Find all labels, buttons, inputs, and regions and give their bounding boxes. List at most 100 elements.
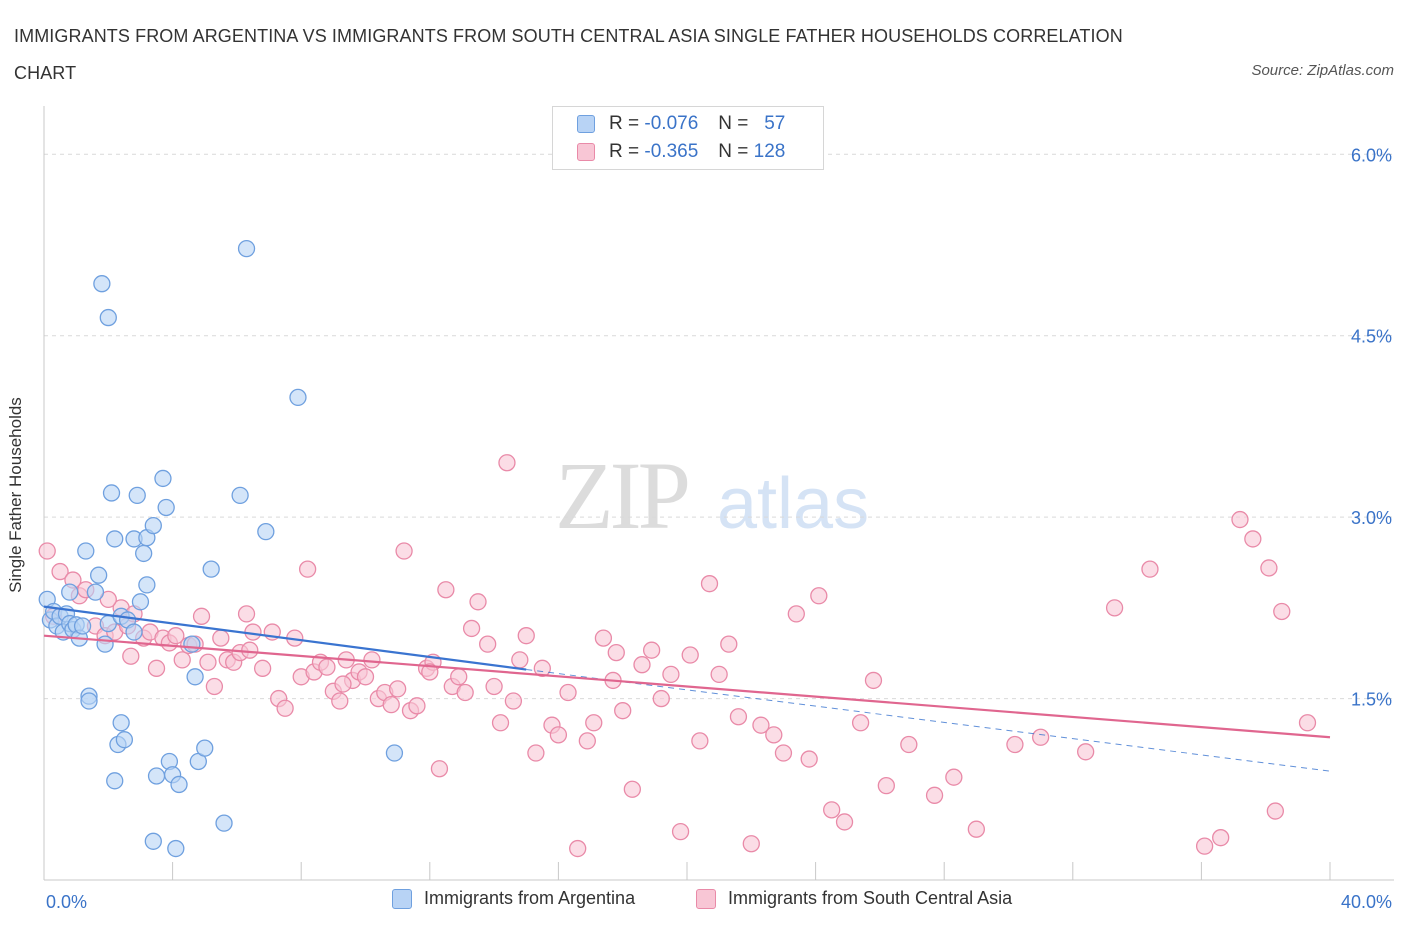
point-south-central-asia: [614, 702, 632, 720]
argentina-swatch: [577, 115, 595, 133]
point-south-central-asia: [752, 716, 770, 734]
point-argentina: [86, 583, 105, 601]
point-south-central-asia: [276, 699, 294, 717]
point-south-central-asia: [810, 587, 828, 605]
point-south-central-asia: [334, 675, 352, 693]
point-south-central-asia: [1298, 714, 1317, 732]
point-south-central-asia: [945, 768, 963, 786]
stats-row-south-central-asia: R = -0.365 N = 128: [577, 139, 785, 165]
point-south-central-asia: [485, 677, 503, 696]
point-south-central-asia: [1212, 829, 1230, 847]
point-south-central-asia: [578, 732, 596, 750]
legend-label-argentina: Immigrants from Argentina: [424, 888, 636, 908]
point-south-central-asia: [700, 575, 719, 593]
point-south-central-asia: [877, 777, 895, 795]
point-argentina: [135, 544, 153, 563]
point-south-central-asia: [517, 627, 535, 645]
point-argentina: [231, 486, 249, 505]
legend-item-south-central-asia: Immigrants from South Central Asia: [696, 888, 1012, 909]
n-label: N =: [718, 141, 749, 162]
point-argentina: [167, 839, 185, 858]
x-tick-labels: 0.0% 40.0%: [46, 892, 1392, 912]
point-south-central-asia: [774, 744, 793, 762]
point-argentina: [106, 772, 124, 790]
point-argentina: [157, 498, 175, 517]
point-south-central-asia: [167, 627, 185, 645]
point-argentina: [186, 668, 204, 686]
point-south-central-asia: [925, 786, 944, 804]
point-argentina: [96, 635, 114, 653]
point-south-central-asia: [691, 732, 709, 750]
point-south-central-asia: [787, 605, 805, 623]
point-south-central-asia: [408, 697, 426, 715]
point-argentina: [202, 560, 220, 578]
point-south-central-asia: [173, 651, 191, 669]
point-south-central-asia: [298, 560, 317, 578]
point-south-central-asia: [469, 593, 487, 611]
n-value: 57: [764, 113, 786, 134]
point-south-central-asia: [652, 689, 670, 708]
point-argentina: [183, 635, 201, 653]
trend-lines: [43, 605, 1331, 772]
point-south-central-asia: [430, 760, 449, 778]
point-south-central-asia: [331, 692, 349, 710]
point-south-central-asia: [1273, 602, 1291, 621]
point-argentina: [106, 530, 124, 548]
point-south-central-asia: [437, 581, 455, 599]
point-south-central-asia: [527, 744, 545, 762]
point-south-central-asia: [681, 646, 699, 664]
point-south-central-asia: [318, 658, 336, 676]
point-south-central-asia: [456, 683, 474, 702]
axes: [43, 106, 1394, 881]
point-south-central-asia: [765, 726, 783, 744]
point-south-central-asia: [1231, 510, 1249, 529]
point-argentina: [289, 388, 307, 407]
point-south-central-asia: [729, 708, 748, 726]
point-south-central-asia: [241, 641, 259, 659]
point-south-central-asia: [900, 735, 918, 754]
r-value: -0.076: [644, 113, 699, 134]
point-south-central-asia: [1105, 599, 1124, 617]
r-label: R =: [609, 113, 640, 134]
point-south-central-asia: [450, 668, 468, 686]
point-argentina: [170, 775, 188, 794]
point-south-central-asia: [800, 750, 818, 768]
point-south-central-asia: [388, 680, 407, 698]
series-argentina-points: [38, 239, 404, 858]
point-south-central-asia: [479, 635, 497, 653]
point-south-central-asia: [1260, 559, 1278, 577]
point-south-central-asia: [967, 820, 985, 838]
trend-line-argentina-extension: [526, 669, 1331, 772]
point-south-central-asia: [533, 659, 551, 677]
legend-item-argentina: Immigrants from Argentina: [392, 888, 635, 909]
south-central-asia-swatch: [577, 143, 595, 161]
point-south-central-asia: [559, 683, 577, 702]
point-south-central-asia: [607, 643, 625, 662]
point-south-central-asia: [662, 665, 680, 684]
series-legend: Immigrants from Argentina Immigrants fro…: [0, 888, 1406, 916]
y-tick-label: 3.0%: [1351, 508, 1392, 528]
point-south-central-asia: [1077, 743, 1095, 761]
point-south-central-asia: [720, 635, 738, 653]
point-south-central-asia: [51, 562, 69, 581]
y-tick-label: 1.5%: [1351, 690, 1392, 710]
point-south-central-asia: [511, 651, 529, 669]
point-south-central-asia: [205, 677, 224, 696]
point-south-central-asia: [710, 665, 728, 684]
point-argentina: [80, 692, 98, 710]
stats-row-argentina: R = -0.076 N = 57: [577, 111, 785, 137]
y-tick-labels: 1.5% 3.0% 4.5% 6.0%: [1351, 145, 1392, 709]
point-argentina: [138, 576, 156, 594]
point-south-central-asia: [1141, 560, 1159, 578]
point-south-central-asia: [147, 659, 166, 677]
point-argentina: [144, 832, 162, 850]
trend-line-south-central-asia: [43, 634, 1331, 739]
point-south-central-asia: [356, 668, 375, 686]
point-south-central-asia: [823, 801, 841, 819]
point-argentina: [144, 516, 162, 535]
point-south-central-asia: [742, 835, 760, 853]
point-south-central-asia: [244, 623, 262, 641]
point-argentina: [102, 484, 121, 502]
x-tick-label: 40.0%: [1341, 892, 1392, 912]
